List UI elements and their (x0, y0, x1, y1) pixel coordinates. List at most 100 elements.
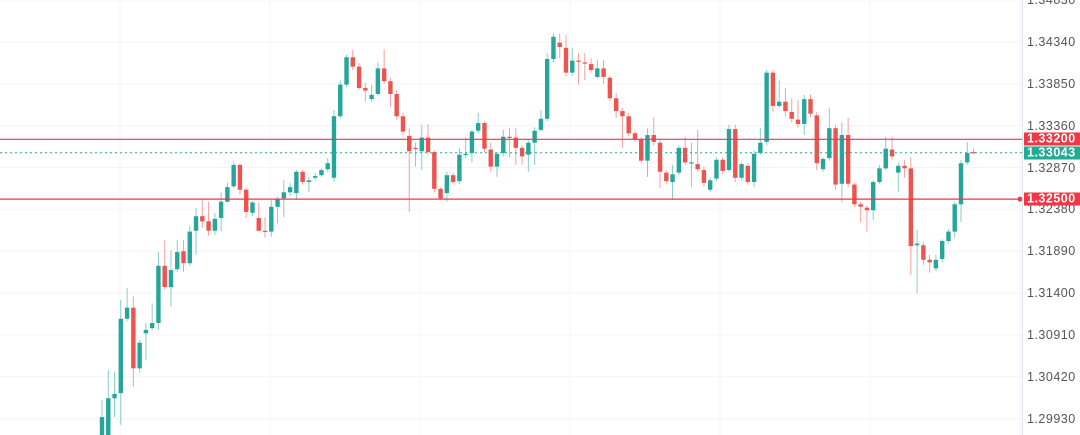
candle-up (463, 137, 468, 159)
candle-up (269, 199, 274, 237)
candle-down (927, 254, 932, 273)
candle-down (413, 142, 418, 167)
candle-down (507, 128, 512, 158)
candle-body (682, 147, 688, 163)
candle-body (933, 259, 939, 269)
candle-up (319, 168, 324, 177)
candle-down (789, 98, 794, 123)
candle-up (250, 200, 255, 217)
candle-body (419, 137, 424, 152)
candle-body (927, 259, 932, 263)
candle-body (193, 216, 199, 231)
candle-body (902, 165, 907, 169)
candle-down (613, 93, 619, 118)
candle-up (570, 47, 575, 77)
y-tick-label: 1.31400 (1027, 286, 1076, 301)
candle-down (770, 70, 776, 112)
level-price-badge[interactable]: 1.32500 (1024, 192, 1080, 206)
candle-down (639, 136, 644, 164)
candle-body (551, 36, 556, 59)
candle-up (344, 54, 349, 88)
candle-body (400, 116, 406, 132)
candle-down (262, 217, 268, 238)
candle-body (375, 68, 381, 95)
candle-body (820, 158, 826, 170)
candle-up (532, 127, 537, 165)
candle-down (852, 182, 857, 207)
candle-down (407, 128, 412, 212)
candle-body (802, 99, 807, 124)
candle-body (883, 148, 888, 169)
candle-down (601, 59, 606, 84)
candle-body (394, 94, 399, 117)
candle-up (726, 124, 732, 172)
candle-up (595, 59, 600, 79)
candle-body (808, 99, 813, 114)
candle-body (720, 159, 725, 171)
candle-body (338, 84, 343, 117)
candle-body (733, 129, 738, 178)
candle-up (958, 159, 964, 223)
candle-down (450, 172, 456, 185)
candle-body (689, 162, 694, 164)
candle-body (482, 123, 487, 149)
y-tick-label: 1.34340 (1027, 34, 1076, 49)
candle-body (306, 180, 312, 183)
candle-up (325, 158, 330, 172)
candle-up (494, 152, 500, 177)
candle-up (939, 239, 945, 263)
candle-body (369, 94, 374, 100)
candle-up (764, 70, 769, 146)
candle-body (206, 221, 211, 231)
candle-body (864, 207, 870, 211)
candle-down (664, 170, 669, 184)
price-levels (0, 138, 1023, 202)
candle-body (971, 152, 976, 154)
candle-body (212, 218, 218, 231)
level-price-badge[interactable]: 1.33200 (1024, 132, 1080, 146)
candle-body (701, 170, 707, 183)
candle-body (200, 216, 205, 222)
candle-body (231, 164, 236, 187)
candle-body (783, 101, 788, 112)
candle-up (118, 299, 124, 425)
candle-up (776, 80, 782, 108)
y-tick-label: 1.30910 (1027, 328, 1076, 342)
candle-body (218, 201, 224, 218)
candle-up (739, 162, 744, 181)
candle-up (168, 250, 174, 307)
candle-up (275, 196, 280, 224)
candle-down (206, 201, 211, 236)
candle-up (149, 303, 155, 330)
candle-body (269, 206, 274, 232)
candle-up (312, 172, 318, 181)
candle-body (488, 149, 493, 167)
candle-down (632, 130, 638, 142)
candle-up (758, 128, 763, 155)
y-tick-label: 1.34830 (1027, 0, 1076, 7)
candle-body (758, 142, 763, 153)
candle-up (124, 288, 130, 322)
candle-body (613, 98, 619, 112)
candle-up (338, 80, 343, 118)
candle-body (175, 252, 180, 270)
candle-body (626, 116, 631, 134)
candle-body (187, 231, 192, 264)
candle-up (933, 254, 939, 271)
candle-down (237, 163, 243, 195)
candle-down (833, 124, 838, 190)
candle-body (664, 172, 669, 182)
candles (99, 33, 976, 435)
candle-body (745, 165, 751, 183)
candle-up (156, 252, 161, 330)
candle-down (733, 124, 738, 183)
candle-up (212, 212, 218, 236)
candle-body (356, 66, 362, 89)
candle-body (632, 133, 638, 140)
candle-body (764, 72, 769, 142)
candle-down (576, 52, 581, 85)
candle-up (689, 142, 694, 188)
candle-down (858, 201, 863, 223)
candle-body (538, 118, 544, 130)
